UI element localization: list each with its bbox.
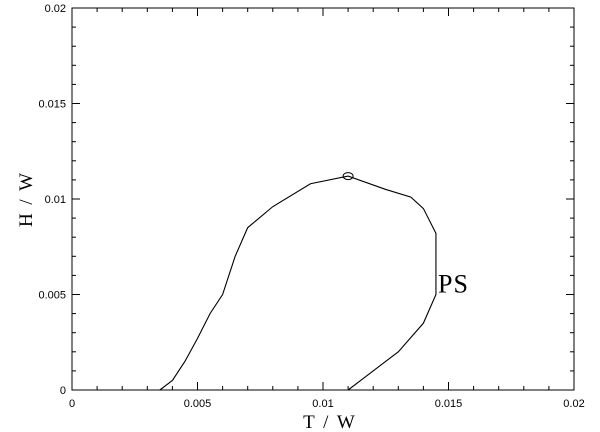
phase-boundary-line bbox=[159, 175, 437, 391]
y-tick-label: 0.005 bbox=[38, 290, 66, 302]
series-group bbox=[159, 172, 437, 391]
axis-tick-labels: 0 0.005 0.01 0.015 0.02 0 0.005 0.01 0.015 0.02 bbox=[38, 3, 584, 410]
region-label-ps: PS bbox=[438, 270, 469, 299]
y-tick-label: 0.02 bbox=[45, 3, 66, 15]
x-tick-label: 0.02 bbox=[563, 398, 584, 410]
critical-point-marker bbox=[342, 172, 354, 181]
plot-frame bbox=[71, 7, 575, 391]
x-tick-label: 0.005 bbox=[184, 398, 212, 410]
y-tick-label: 0.01 bbox=[45, 194, 66, 206]
y-tick-label: 0 bbox=[60, 385, 66, 397]
x-tick-label: 0 bbox=[69, 398, 75, 410]
x-axis-label: T / W bbox=[303, 412, 357, 432]
axis-ticks bbox=[71, 7, 575, 391]
x-tick-label: 0.01 bbox=[312, 398, 333, 410]
y-axis-label: H / W bbox=[16, 171, 37, 227]
y-tick-label: 0.015 bbox=[38, 99, 66, 111]
x-tick-label: 0.015 bbox=[435, 398, 463, 410]
